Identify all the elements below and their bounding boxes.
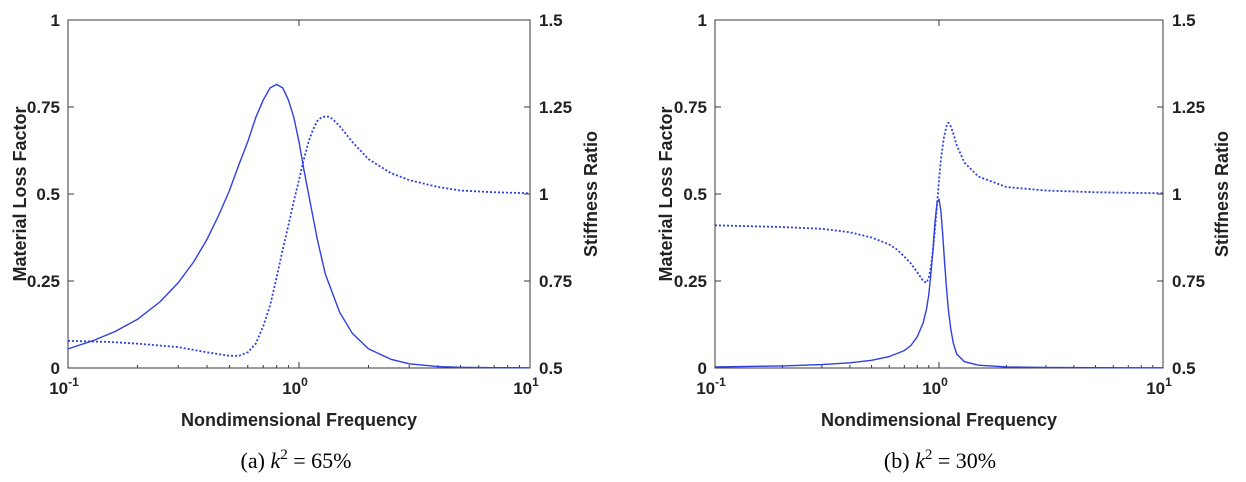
x-tick-base: 10	[282, 379, 301, 398]
caption-suffix: = 65%	[288, 448, 352, 473]
y-right-tick-label: 0.5	[1172, 359, 1196, 378]
x-tick-exponent: 1	[1165, 375, 1172, 389]
stiffness-ratio-line	[714, 121, 1164, 284]
plot-frame	[714, 19, 1164, 369]
y-right-tick-label: 1	[539, 185, 548, 204]
y-left-axis-label: Material Loss Factor	[10, 106, 30, 281]
x-tick-exponent: 1	[532, 375, 539, 389]
caption-variable: k	[270, 448, 281, 473]
caption-prefix: (a)	[241, 448, 271, 473]
caption-variable: k	[915, 448, 926, 473]
loss-factor-line	[67, 83, 531, 369]
y-right-tick-label: 1.5	[1172, 11, 1196, 30]
y-left-tick-label: 0.5	[36, 185, 60, 204]
y-left-tick-label: 0	[698, 359, 707, 378]
y-right-tick-label: 1.5	[539, 11, 563, 30]
y-right-tick-label: 1.25	[539, 98, 572, 117]
panel-caption: (b) k2 = 30%	[884, 447, 996, 473]
panel-caption: (a) k2 = 65%	[241, 447, 352, 473]
caption-exponent: 2	[925, 447, 933, 463]
x-tick-exponent: 0	[941, 375, 948, 389]
y-left-axis-label: Material Loss Factor	[656, 106, 676, 281]
y-left-tick-label: 0.25	[27, 272, 60, 291]
x-axis-label: Nondimensional Frequency	[181, 410, 417, 430]
loss-factor-line	[714, 198, 1164, 369]
plot-frame	[67, 19, 531, 369]
y-left-tick-label: 1	[51, 11, 60, 30]
x-tick-label: 101	[513, 375, 539, 398]
x-tick-label: 101	[1146, 375, 1172, 398]
y-right-axis-label: Stiffness Ratio	[581, 131, 601, 257]
x-tick-base: 10	[1146, 379, 1165, 398]
x-tick-label: 100	[922, 375, 948, 398]
y-left-tick-label: 1	[698, 11, 707, 30]
x-tick-exponent: -1	[715, 375, 726, 389]
x-tick-label: 100	[282, 375, 308, 398]
y-left-tick-label: 0.75	[27, 98, 60, 117]
y-right-tick-label: 1	[1172, 185, 1181, 204]
y-right-tick-label: 1.25	[1172, 98, 1205, 117]
x-tick-exponent: 0	[301, 375, 308, 389]
y-left-tick-label: 0.75	[674, 98, 707, 117]
x-tick-base: 10	[922, 379, 941, 398]
x-tick-base: 10	[696, 379, 715, 398]
x-tick-base: 10	[513, 379, 532, 398]
y-left-tick-label: 0.25	[674, 272, 707, 291]
stiffness-ratio-line	[67, 115, 531, 357]
x-axis-label: Nondimensional Frequency	[821, 410, 1057, 430]
caption-suffix: = 30%	[932, 448, 996, 473]
x-tick-exponent: -1	[68, 375, 79, 389]
x-tick-label: 10-1	[696, 375, 726, 398]
y-right-tick-label: 0.5	[539, 359, 563, 378]
y-right-axis-label: Stiffness Ratio	[1212, 131, 1232, 257]
y-right-tick-label: 0.75	[539, 272, 572, 291]
y-left-tick-label: 0	[51, 359, 60, 378]
y-right-tick-label: 0.75	[1172, 272, 1205, 291]
caption-exponent: 2	[280, 447, 288, 463]
x-tick-label: 10-1	[49, 375, 79, 398]
x-tick-base: 10	[49, 379, 68, 398]
y-left-tick-label: 0.5	[683, 185, 707, 204]
caption-prefix: (b)	[884, 448, 915, 473]
